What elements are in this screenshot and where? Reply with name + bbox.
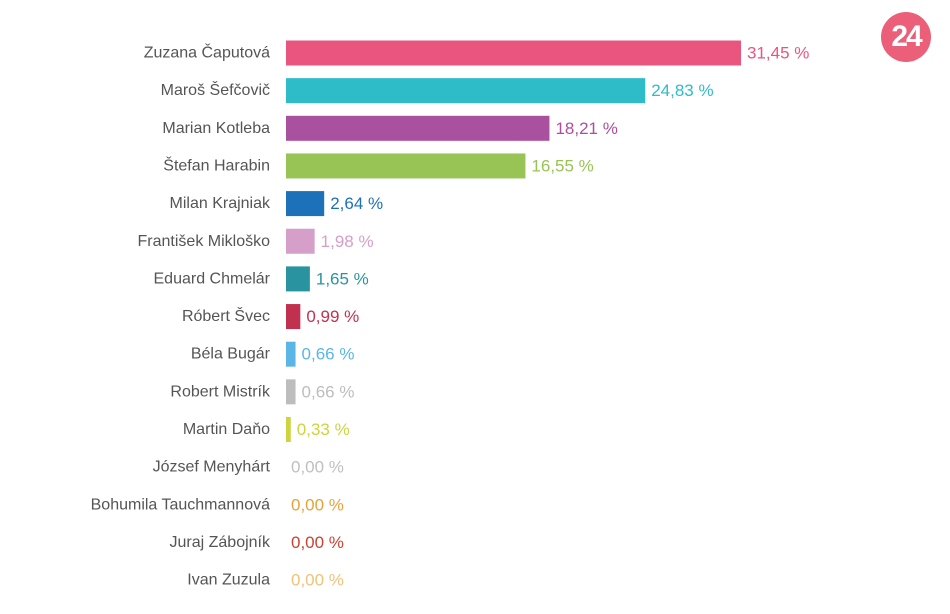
bar — [286, 78, 646, 104]
category-label: Milan Krajniak — [170, 195, 271, 212]
bar — [286, 379, 296, 405]
category-label: Juraj Zábojník — [170, 534, 271, 551]
bar — [286, 341, 296, 367]
value-label: 0,00 % — [291, 495, 344, 514]
category-label: Marian Kotleba — [162, 120, 270, 137]
category-label: Robert Mistrík — [170, 383, 271, 400]
value-label: 0,00 % — [291, 458, 344, 477]
bar — [286, 191, 325, 217]
value-label: 2,64 % — [330, 194, 383, 213]
category-label: Zuzana Čaputová — [144, 43, 270, 62]
bar — [286, 40, 741, 66]
category-label: Bohumila Tauchmannová — [91, 496, 270, 513]
category-label: József Menyhárt — [153, 459, 271, 476]
value-label: 16,55 % — [531, 156, 593, 175]
bar — [286, 228, 315, 254]
value-label: 0,66 % — [302, 345, 355, 364]
value-label: 1,98 % — [321, 232, 374, 251]
value-label: 0,33 % — [297, 420, 350, 439]
logo-24-badge: 24 — [881, 12, 931, 62]
value-label: 0,66 % — [302, 382, 355, 401]
bar — [286, 153, 526, 179]
category-label: Róbert Švec — [182, 306, 270, 325]
bar — [286, 304, 301, 330]
logo-24-text: 24 — [891, 20, 922, 53]
category-label: Eduard Chmelár — [154, 270, 271, 287]
bar — [286, 115, 550, 141]
category-label: Štefan Harabin — [163, 155, 270, 174]
category-label: Martin Daňo — [183, 421, 270, 438]
value-label: 0,99 % — [306, 307, 359, 326]
bar — [286, 266, 310, 292]
bar — [286, 417, 291, 442]
category-label: Maroš Šefčovič — [161, 80, 270, 99]
value-label: 0,00 % — [291, 571, 344, 590]
category-label: Ivan Zuzula — [187, 572, 270, 589]
value-label: 24,83 % — [651, 81, 713, 100]
category-label: Béla Bugár — [191, 346, 271, 363]
value-label: 0,00 % — [291, 533, 344, 552]
value-label: 1,65 % — [316, 269, 369, 288]
category-label: František Mikloško — [138, 233, 271, 250]
value-label: 18,21 % — [555, 119, 617, 138]
value-label: 31,45 % — [747, 44, 809, 63]
